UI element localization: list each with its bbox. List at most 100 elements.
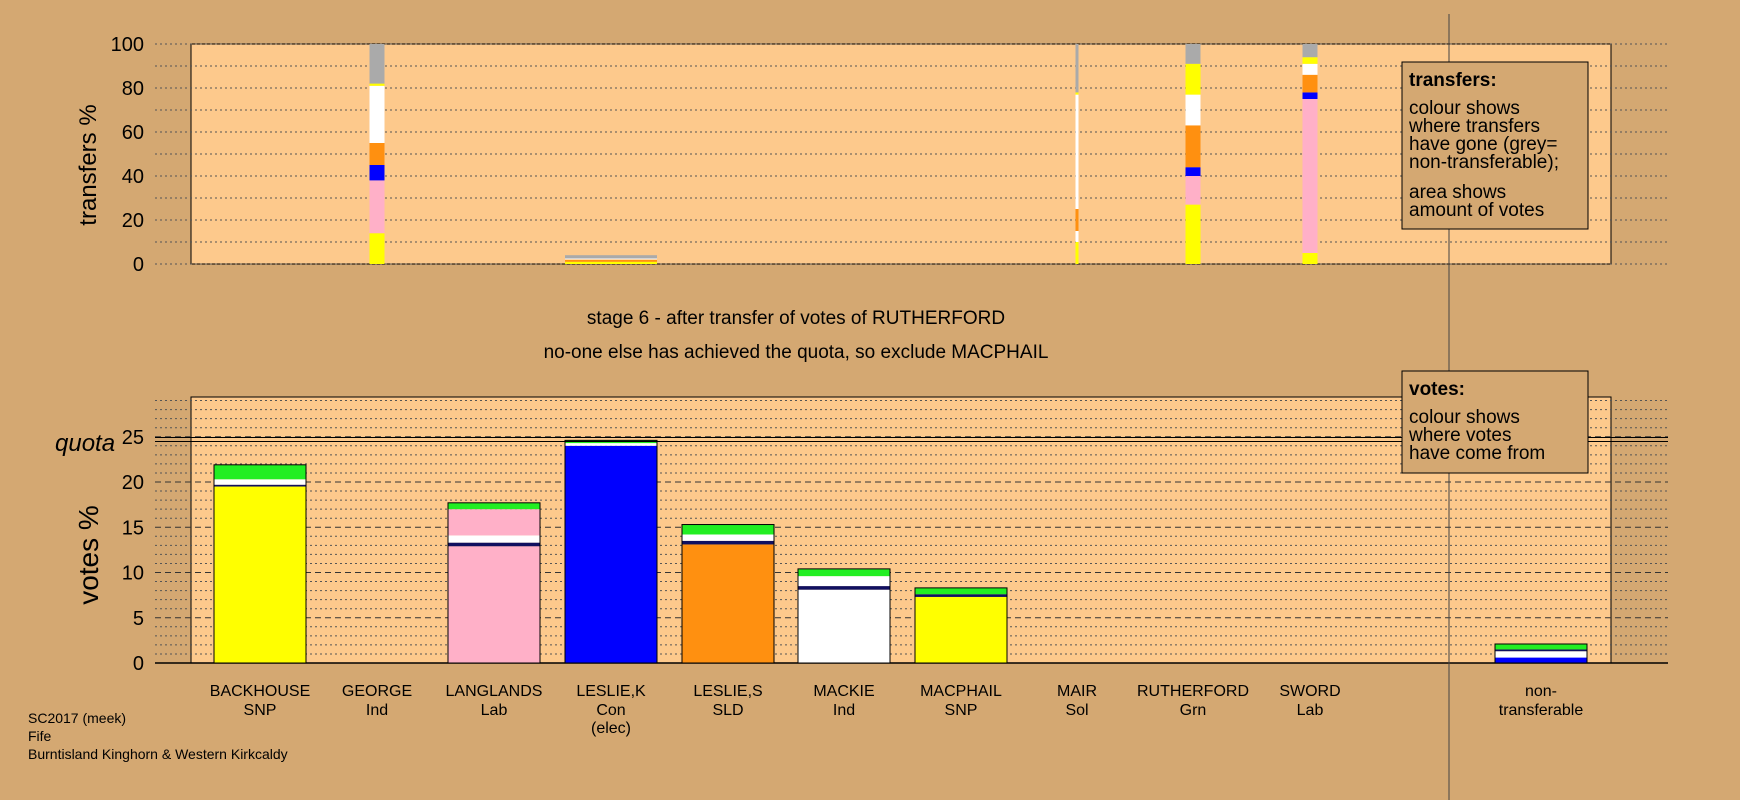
candidate-label: BACKHOUSE SNP: [210, 683, 310, 719]
y-tick-label: 100: [111, 34, 144, 56]
vote-bar-outline: [681, 524, 775, 664]
transfer-segment: [1185, 125, 1201, 168]
footer-election: SC2017 (meek): [28, 710, 126, 726]
transfer-segment: [1185, 94, 1201, 126]
candidate-note: (elec): [591, 720, 631, 737]
votes-legend-box: [1401, 370, 1589, 474]
votes-bars: [213, 439, 1588, 664]
vote-bar-macphail: [914, 587, 1008, 664]
y-tick-label: 60: [122, 122, 144, 144]
vote-segment: [448, 502, 540, 510]
vote-bar-mackie: [797, 568, 891, 664]
candidate-party: Lab: [481, 702, 508, 719]
transfer-segment: [1075, 242, 1079, 264]
transfer-segment: [565, 258, 657, 260]
votes-y-ticks: 0 5 10 15 20 25: [122, 427, 144, 675]
vote-bar-outline: [564, 439, 658, 664]
candidate-name: MAIR: [1057, 683, 1097, 700]
transfer-segment: [369, 180, 385, 234]
candidate-name: MACKIE: [813, 683, 874, 700]
vote-segment: [214, 464, 306, 480]
stage-title: stage 6 - after transfer of votes of RUT…: [587, 308, 1005, 329]
candidate-name: BACKHOUSE: [210, 683, 310, 700]
votes-legend-line: colour shows: [1409, 407, 1520, 428]
candidate-name: non-: [1525, 683, 1557, 700]
y-tick-label: 0: [133, 254, 144, 276]
footer: SC2017 (meek) Fife Burntisland Kinghorn …: [28, 710, 288, 762]
footer-council: Fife: [28, 728, 52, 744]
candidate-label: SWORD Lab: [1279, 683, 1340, 719]
votes-legend-line: where votes: [1408, 425, 1511, 446]
y-tick-label: 0: [133, 653, 144, 675]
transfer-segment: [1185, 176, 1201, 205]
candidate-name: LESLIE,S: [693, 683, 762, 700]
transfer-segment: [369, 165, 385, 181]
vote-segment: [798, 576, 890, 587]
transfers-legend-box: [1401, 61, 1589, 230]
transfer-segment: [1075, 231, 1079, 242]
votes-panel: 0 5 10 15 20 25 quota votes %: [55, 396, 1668, 675]
footer-ward: Burntisland Kinghorn & Western Kirkcaldy: [28, 746, 288, 762]
vote-segment: [448, 546, 540, 663]
transfer-segment: [1302, 92, 1318, 99]
candidate-label: RUTHERFORD Grn: [1137, 683, 1249, 719]
transfer-bar-rutherford: [1185, 44, 1201, 264]
transfers-legend-line: where transfers: [1408, 116, 1540, 137]
vote-segment: [915, 596, 1007, 663]
transfer-segment: [1075, 209, 1079, 231]
votes-y-axis-label: votes %: [73, 505, 104, 605]
vote-segment: [1495, 643, 1587, 650]
transfers-legend-line: non-transferable);: [1409, 152, 1559, 173]
vote-segment: [448, 509, 540, 536]
stage-subtitle: no-one else has achieved the quota, so e…: [544, 342, 1049, 363]
candidate-party: SNP: [945, 702, 978, 719]
votes-legend-line: have come from: [1409, 443, 1545, 464]
candidate-label: MAIR Sol: [1057, 683, 1097, 719]
transfer-segment: [1302, 57, 1318, 64]
transfer-segment: [1302, 253, 1318, 264]
vote-bar-langlands: [447, 502, 541, 664]
transfer-segment: [1185, 204, 1201, 264]
candidate-party: Grn: [1180, 702, 1207, 719]
candidate-name: GEORGE: [342, 683, 412, 700]
transfer-segment: [1302, 74, 1318, 93]
vote-segment: [915, 594, 1007, 597]
vote-segment: [682, 540, 774, 545]
candidate-name: MACPHAIL: [920, 683, 1002, 700]
vote-segment: [214, 484, 306, 487]
candidate-label: non-transferable: [1499, 683, 1584, 719]
vote-segment: [214, 486, 306, 663]
vote-segment: [915, 587, 1007, 595]
y-tick-label: 40: [122, 166, 144, 188]
y-tick-label: 5: [133, 608, 144, 630]
candidate-label: LESLIE,K Con(elec): [576, 683, 646, 737]
transfer-segment: [1185, 167, 1201, 176]
transfers-y-axis-label: transfers %: [75, 104, 102, 225]
vote-bar-outline: [213, 464, 307, 664]
transfers-legend-line: have gone (grey=: [1409, 134, 1557, 155]
transfers-legend-line: amount of votes: [1409, 200, 1544, 221]
vote-segment: [448, 542, 540, 547]
vote-segment: [1495, 651, 1587, 658]
vote-bar-leslies: [681, 524, 775, 664]
vote-segment: [1495, 649, 1587, 652]
transfer-segment: [565, 261, 657, 264]
transfer-bar-george: [369, 44, 385, 264]
transfer-segment: [369, 233, 385, 264]
candidate-name: LANGLANDS: [446, 683, 543, 700]
transfer-segment: [369, 83, 385, 86]
candidate-party: SLD: [712, 702, 743, 719]
vote-bar-nontransferable: [1494, 643, 1588, 664]
transfers-legend-line: colour shows: [1409, 98, 1520, 119]
votes-legend: votes: colour shows where votes have com…: [1401, 370, 1589, 474]
transfer-segment: [1185, 44, 1201, 64]
transfers-y-ticks: 0 20 40 60 80 100: [111, 34, 144, 276]
transfer-bar-lesliek: [565, 255, 657, 264]
candidate-party: transferable: [1499, 702, 1584, 719]
transfers-legend: transfers: colour shows where transfers …: [1401, 61, 1589, 230]
vote-bar-outline: [914, 587, 1008, 664]
transfer-segment: [1075, 92, 1079, 95]
y-tick-label: 20: [122, 472, 144, 494]
transfer-segment: [1075, 44, 1079, 93]
